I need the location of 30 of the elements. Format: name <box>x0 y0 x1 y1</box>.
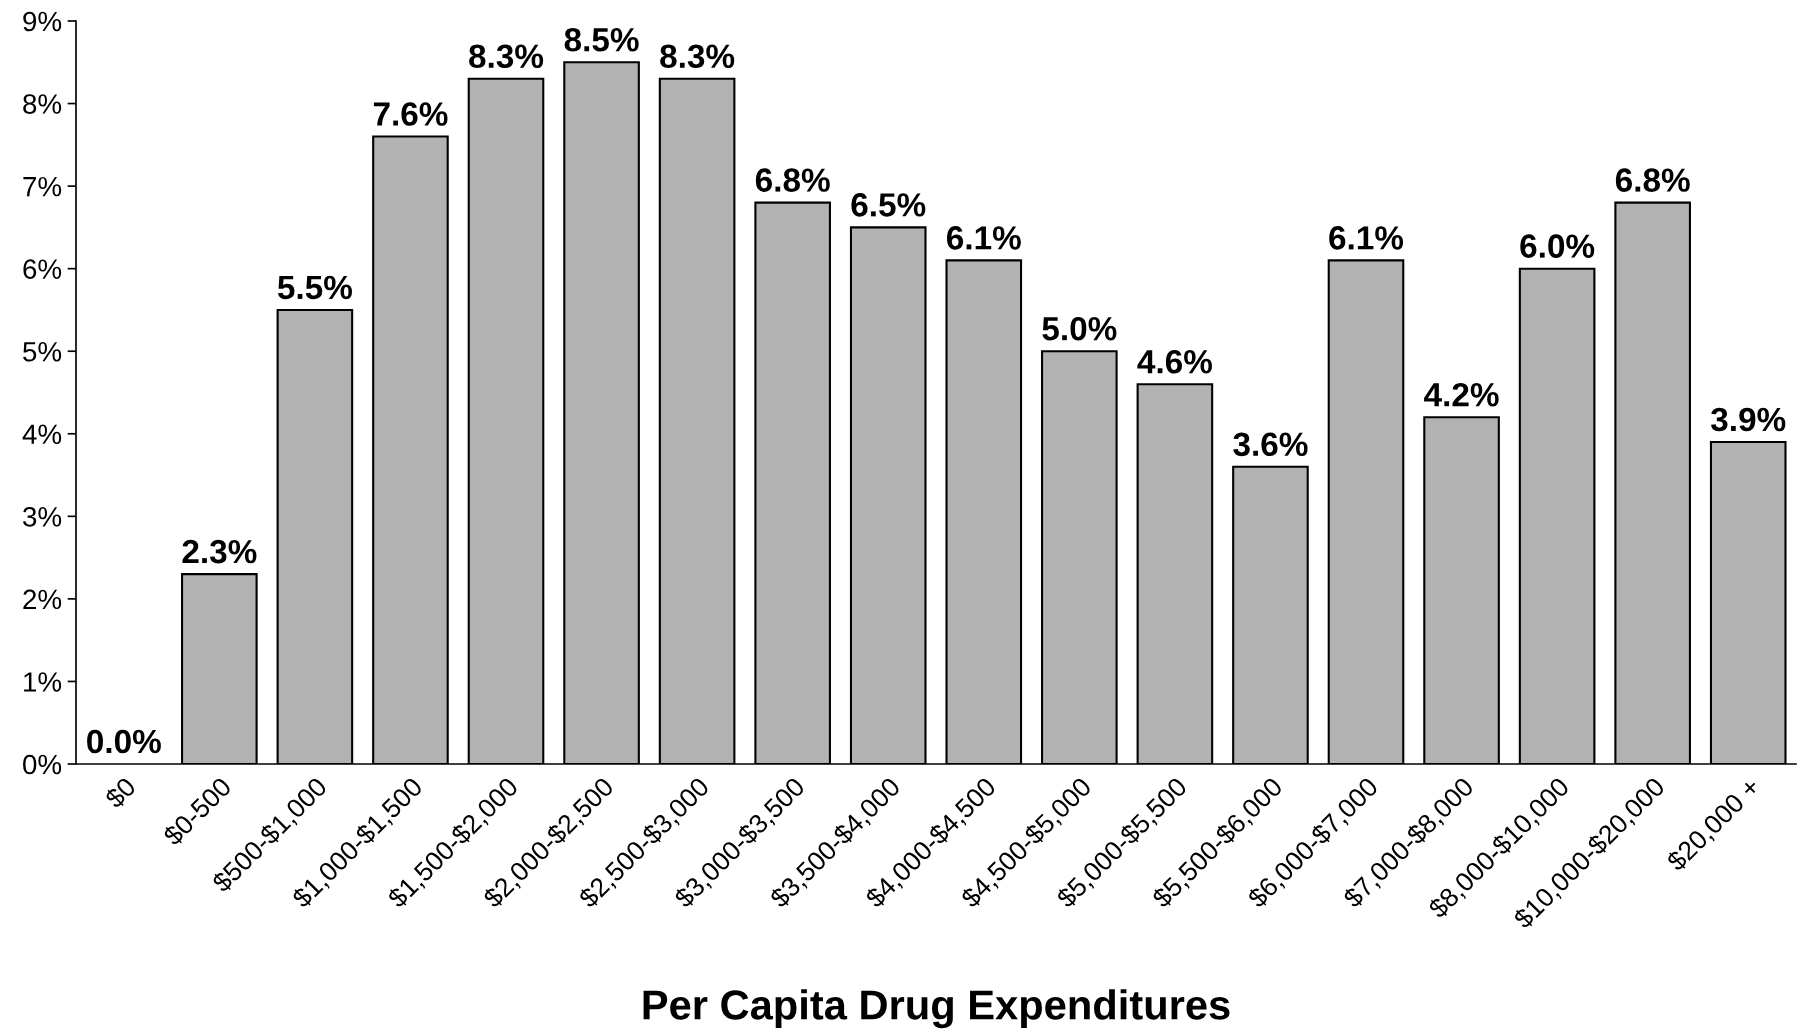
data-label: 4.2% <box>1424 382 1499 407</box>
data-label: 6.0% <box>1520 234 1595 258</box>
data-label: 5.5% <box>277 275 352 300</box>
data-label: 5.0% <box>1042 316 1117 341</box>
data-label: 8.3% <box>469 44 544 69</box>
y-tick-label: 3% <box>23 507 62 527</box>
data-label: 6.1% <box>947 226 1021 250</box>
x-tick-label: $0 <box>102 775 138 811</box>
data-label: 0.0% <box>87 729 161 754</box>
x-axis-title: Per Capita Drug Expenditures <box>643 989 1230 1029</box>
data-label: 6.5% <box>851 193 926 217</box>
data-label: 2.3% <box>182 539 257 564</box>
data-label: 6.8% <box>755 168 830 192</box>
y-tick-label: 4% <box>22 424 62 445</box>
y-tick-label: 6% <box>23 259 62 280</box>
data-label: 7.6% <box>373 102 448 126</box>
y-tick-label: 2% <box>23 589 62 610</box>
data-label: 4.6% <box>1137 349 1212 374</box>
data-label: 8.5% <box>564 27 639 52</box>
y-tick-label: 8% <box>23 94 62 114</box>
y-tick-label: 5% <box>23 342 62 362</box>
data-label: 8.3% <box>660 44 735 69</box>
data-label: 6.8% <box>1615 168 1690 192</box>
y-tick-label: 0% <box>23 754 62 775</box>
y-tick-label: 9% <box>23 11 62 32</box>
data-label: 6.1% <box>1329 226 1404 250</box>
y-tick-label: 1% <box>24 672 62 692</box>
data-label: 3.9% <box>1711 407 1786 432</box>
data-label: 3.6% <box>1233 432 1308 457</box>
y-tick-label: 7% <box>23 176 62 197</box>
